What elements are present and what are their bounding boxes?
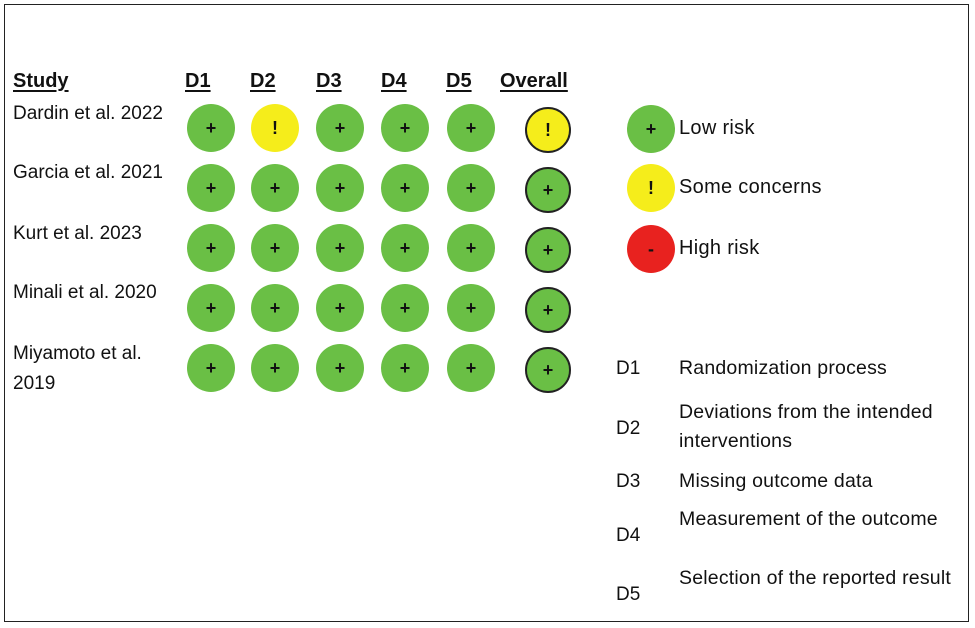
low-risk-icon: +	[447, 224, 495, 272]
header-d1: D1	[185, 70, 211, 92]
figure-frame	[4, 4, 969, 622]
header-d5: D5	[446, 70, 472, 92]
domain-key-name: Randomization process	[679, 357, 887, 379]
domain-key-code: D2	[616, 418, 641, 439]
low-risk-icon: +	[381, 104, 429, 152]
header-d3: D3	[316, 70, 342, 92]
legend-low-risk-label: Low risk	[679, 117, 755, 139]
low-risk-icon: +	[316, 104, 364, 152]
study-name: Garcia et al. 2021	[13, 162, 163, 183]
low-risk-icon: +	[251, 344, 299, 392]
low-risk-icon: +	[251, 224, 299, 272]
low-risk-icon: +	[316, 344, 364, 392]
overall-low-risk-icon: +	[525, 227, 571, 273]
low-risk-icon: +	[447, 104, 495, 152]
overall-low-risk-icon: +	[525, 347, 571, 393]
low-risk-icon: +	[187, 104, 235, 152]
legend-high-risk-label: High risk	[679, 237, 760, 259]
domain-key-name: Selection of the reported result	[679, 567, 951, 589]
overall-low-risk-icon: +	[525, 287, 571, 333]
domain-key-name: Missing outcome data	[679, 470, 873, 492]
low-risk-icon: +	[381, 284, 429, 332]
header-overall: Overall	[500, 70, 568, 92]
low-risk-icon: +	[187, 164, 235, 212]
legend-some-concerns-icon: !	[627, 164, 675, 212]
low-risk-icon: +	[251, 164, 299, 212]
domain-key-code: D3	[616, 471, 641, 492]
low-risk-icon: +	[187, 284, 235, 332]
low-risk-icon: +	[251, 284, 299, 332]
legend-low-risk-icon: +	[627, 105, 675, 153]
low-risk-icon: +	[447, 344, 495, 392]
low-risk-icon: +	[187, 224, 235, 272]
study-name: Miyamoto et al. 2019	[13, 343, 142, 394]
header-d2: D2	[250, 70, 276, 92]
legend-some-concerns-label: Some concerns	[679, 176, 822, 198]
header-d4: D4	[381, 70, 407, 92]
low-risk-icon: +	[381, 164, 429, 212]
domain-key-name: Measurement of the outcome	[679, 508, 938, 530]
overall-low-risk-icon: +	[525, 167, 571, 213]
low-risk-icon: +	[316, 284, 364, 332]
low-risk-icon: +	[187, 344, 235, 392]
domain-key-code: D5	[616, 584, 641, 605]
study-name: Kurt et al. 2023	[13, 223, 142, 244]
domain-key-name: Deviations from the intended interventio…	[679, 401, 933, 452]
low-risk-icon: +	[447, 164, 495, 212]
study-name: Dardin et al. 2022	[13, 103, 163, 124]
low-risk-icon: +	[381, 344, 429, 392]
study-name: Minali et al. 2020	[13, 282, 157, 303]
some-concerns-icon: !	[251, 104, 299, 152]
legend-high-risk-icon: -	[627, 225, 675, 273]
domain-key-code: D1	[616, 358, 641, 379]
low-risk-icon: +	[381, 224, 429, 272]
low-risk-icon: +	[447, 284, 495, 332]
header-study: Study	[13, 70, 69, 92]
low-risk-icon: +	[316, 164, 364, 212]
low-risk-icon: +	[316, 224, 364, 272]
domain-key-code: D4	[616, 525, 641, 546]
overall-some-concerns-icon: !	[525, 107, 571, 153]
